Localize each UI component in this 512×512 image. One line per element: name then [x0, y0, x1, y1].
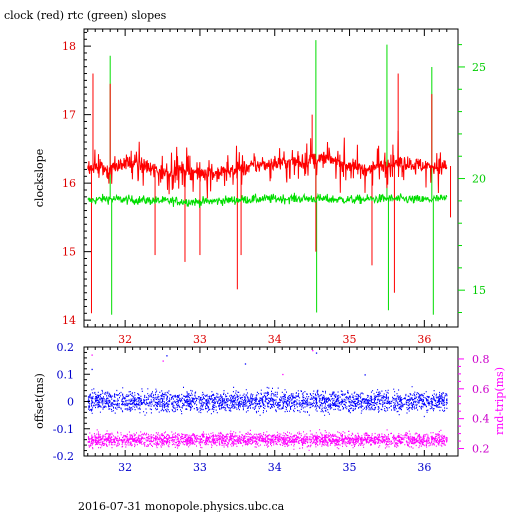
rndtrip-outlier-3 — [282, 373, 284, 376]
spikes-layer — [90, 40, 452, 315]
slopes-plot: 32 33 34 35 36 14 15 16 17 18 15 20 25 clockslope — [33, 28, 486, 346]
series-points-rndtrip — [87, 429, 448, 451]
y-tick-label: 14 — [62, 314, 76, 327]
offset-ylabel: offset(ms) — [33, 373, 46, 429]
x-tick-label: 32 — [118, 461, 132, 474]
y-tick-label: 0.2 — [57, 341, 75, 354]
y2-tick-label: 20 — [472, 173, 486, 186]
footer-caption: 2016-07-31 monopole.physics.ubc.ca — [78, 500, 285, 512]
y-tick-label: -0.1 — [53, 423, 74, 436]
y2-tick-label: 15 — [472, 284, 486, 297]
figure-title: clock (red) rtc (green) slopes — [4, 9, 167, 22]
y2-tick-label: 0.4 — [472, 413, 490, 426]
offset-plot: 32 33 34 35 36 -0.2 -0.1 0 0.1 0.2 0.2 0.4 0.6 0.8 of… — [33, 341, 506, 474]
y2-tick-label: 0.2 — [472, 443, 490, 456]
x-tick-label: 36 — [417, 333, 431, 346]
slopes-ylabel: clockslope — [33, 149, 46, 207]
x-tick-label: 33 — [193, 461, 207, 474]
offset-outlier-3 — [315, 352, 318, 354]
rndtrip-ylabel: rnd-trip(ms) — [493, 367, 506, 435]
offset-outlier-4 — [364, 374, 366, 376]
offset-outlier-1 — [166, 355, 168, 357]
series-line-rtc — [87, 192, 448, 208]
rndtrip-outlier-2 — [312, 349, 314, 352]
series-line-clock — [87, 130, 448, 199]
y2-tick-label: 0.8 — [472, 353, 490, 366]
x-tick-label: 34 — [268, 461, 282, 474]
x-tick-label: 33 — [193, 333, 207, 346]
offset-axes: 32 33 34 35 36 -0.2 -0.1 0 0.1 0.2 0.2 0.4 0.6 0.8 — [53, 341, 490, 474]
rndtrip-outlier-1 — [162, 360, 164, 362]
x-tick-label: 36 — [417, 461, 431, 474]
y2-tick-label: 25 — [472, 61, 486, 74]
slopes-plot-frame — [83, 28, 459, 328]
y-tick-label: -0.2 — [53, 450, 74, 463]
y-tick-label: 0 — [67, 396, 74, 409]
x-tick-label: 34 — [268, 333, 282, 346]
series-points-offset — [87, 386, 448, 418]
slopes-axes: 32 33 34 35 36 14 15 16 17 18 15 20 25 — [62, 29, 486, 346]
x-tick-label: 35 — [343, 333, 357, 346]
points-layer — [87, 349, 448, 451]
rndtrip-outlier-0 — [91, 354, 93, 356]
y2-tick-label: 0.6 — [472, 383, 490, 396]
y-tick-label: 15 — [62, 246, 76, 259]
x-tick-label: 32 — [118, 333, 132, 346]
series-layer — [87, 130, 448, 208]
x-tick-label: 35 — [343, 461, 357, 474]
offset-outlier-2 — [244, 363, 247, 365]
y-tick-label: 18 — [62, 40, 76, 53]
offset-outlier-0 — [91, 368, 93, 371]
y-tick-label: 0.1 — [57, 368, 75, 381]
y-tick-label: 16 — [62, 177, 76, 190]
y-tick-label: 17 — [62, 109, 76, 122]
